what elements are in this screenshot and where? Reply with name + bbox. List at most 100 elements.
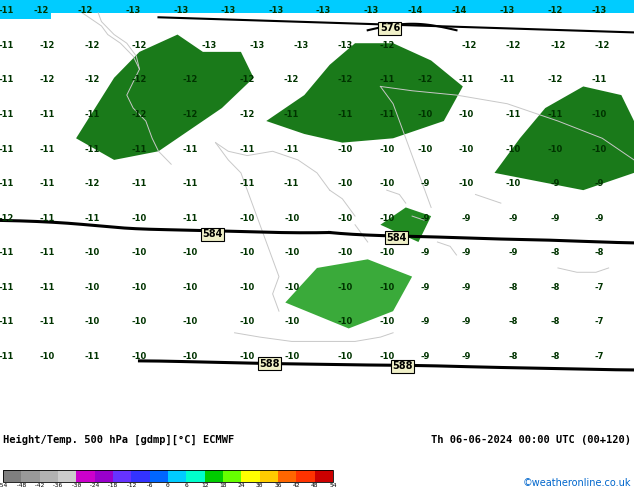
Bar [296, 470, 314, 482]
Text: -10: -10 [379, 179, 394, 188]
Text: -10: -10 [417, 145, 432, 153]
Polygon shape [495, 86, 634, 190]
Text: -10: -10 [183, 248, 198, 257]
Text: 24: 24 [238, 483, 245, 488]
Text: -24: -24 [89, 483, 100, 488]
Text: -10: -10 [547, 145, 562, 153]
Text: -10: -10 [379, 145, 394, 153]
Text: -11: -11 [547, 110, 562, 119]
Text: -10: -10 [338, 318, 353, 326]
Text: -10: -10 [132, 352, 147, 361]
Text: -7: -7 [595, 352, 604, 361]
Text: -9: -9 [550, 214, 559, 223]
Text: -9: -9 [420, 283, 429, 292]
Text: -9: -9 [550, 179, 559, 188]
Text: 584: 584 [386, 233, 406, 243]
Text: -9: -9 [462, 352, 470, 361]
Text: -9: -9 [509, 248, 518, 257]
Text: -12: -12 [462, 41, 477, 50]
Text: -8: -8 [550, 352, 559, 361]
Bar [242, 470, 260, 482]
Text: -11: -11 [0, 248, 14, 257]
Text: -13: -13 [500, 6, 515, 15]
Text: -8: -8 [509, 283, 518, 292]
Text: -12: -12 [84, 179, 100, 188]
Text: -11: -11 [84, 145, 100, 153]
Text: -12: -12 [284, 75, 299, 84]
Text: -11: -11 [0, 6, 14, 15]
Text: -14: -14 [452, 6, 467, 15]
Text: 12: 12 [201, 483, 209, 488]
Text: -10: -10 [338, 352, 353, 361]
Bar [3, 470, 333, 482]
Text: -11: -11 [132, 179, 147, 188]
Text: -10: -10 [84, 318, 100, 326]
Text: -12: -12 [132, 41, 147, 50]
Text: -12: -12 [34, 6, 49, 15]
Text: -12: -12 [183, 75, 198, 84]
Text: 30: 30 [256, 483, 263, 488]
Text: -11: -11 [84, 352, 100, 361]
Text: 18: 18 [219, 483, 227, 488]
Text: -11: -11 [40, 110, 55, 119]
Text: -10: -10 [132, 318, 147, 326]
Text: -11: -11 [0, 110, 14, 119]
Text: -12: -12 [547, 75, 562, 84]
Text: -8: -8 [509, 318, 518, 326]
Text: -11: -11 [0, 318, 14, 326]
Text: 588: 588 [259, 359, 280, 369]
Text: -10: -10 [284, 214, 299, 223]
Text: 54: 54 [329, 483, 337, 488]
Text: -10: -10 [458, 179, 474, 188]
Text: -13: -13 [592, 6, 607, 15]
Text: -14: -14 [408, 6, 423, 15]
Text: -8: -8 [595, 248, 604, 257]
Text: -11: -11 [0, 283, 14, 292]
Text: -9: -9 [420, 248, 429, 257]
Text: -13: -13 [126, 6, 141, 15]
Text: -10: -10 [132, 248, 147, 257]
Text: -12: -12 [417, 75, 432, 84]
Text: -11: -11 [338, 110, 353, 119]
Text: ©weatheronline.co.uk: ©weatheronline.co.uk [522, 478, 631, 488]
Text: -11: -11 [0, 179, 14, 188]
Text: -12: -12 [132, 110, 147, 119]
Text: -10: -10 [183, 318, 198, 326]
Text: -12: -12 [84, 41, 100, 50]
Bar [314, 470, 333, 482]
Text: -7: -7 [595, 283, 604, 292]
Text: -12: -12 [132, 75, 147, 84]
Text: 42: 42 [292, 483, 300, 488]
Bar [131, 470, 150, 482]
Text: -11: -11 [40, 283, 55, 292]
Bar [3, 470, 22, 482]
Text: -11: -11 [458, 75, 474, 84]
Text: -10: -10 [183, 283, 198, 292]
Text: -48: -48 [16, 483, 27, 488]
Bar [150, 470, 168, 482]
Text: 36: 36 [275, 483, 281, 488]
Text: -11: -11 [284, 179, 299, 188]
Text: -8: -8 [550, 283, 559, 292]
Text: -10: -10 [84, 283, 100, 292]
Text: -10: -10 [338, 145, 353, 153]
Bar [168, 470, 186, 482]
Text: -12: -12 [595, 41, 610, 50]
Bar [223, 470, 242, 482]
Text: 6: 6 [184, 483, 188, 488]
Text: -36: -36 [53, 483, 63, 488]
Text: -9: -9 [420, 214, 429, 223]
Text: -11: -11 [84, 110, 100, 119]
Bar [0, 0, 634, 13]
Text: -10: -10 [183, 352, 198, 361]
Text: 576: 576 [380, 23, 400, 33]
Text: -9: -9 [462, 248, 470, 257]
Bar [0, 13, 51, 20]
Text: -11: -11 [500, 75, 515, 84]
Text: -12: -12 [84, 75, 100, 84]
Text: -11: -11 [284, 110, 299, 119]
Text: -9: -9 [420, 179, 429, 188]
Text: -10: -10 [338, 179, 353, 188]
Text: -11: -11 [0, 41, 14, 50]
Bar [260, 470, 278, 482]
